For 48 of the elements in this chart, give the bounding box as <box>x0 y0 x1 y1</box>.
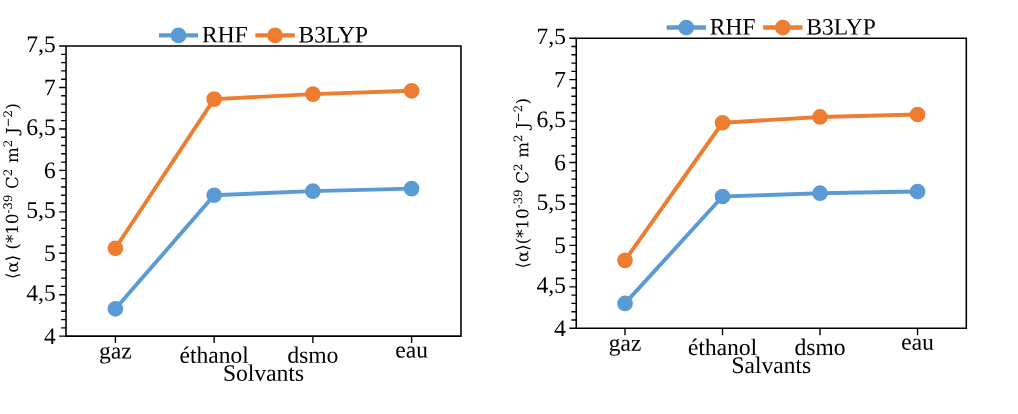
point <box>714 115 731 131</box>
y-tick-label: 5 <box>555 237 566 254</box>
point <box>909 106 926 123</box>
x-tick-label: dsmo <box>288 346 338 364</box>
x-axis-title: Solvants <box>224 364 304 382</box>
y-tick-label: 6,5 <box>27 119 55 139</box>
x-tick-label: gaz <box>100 346 132 364</box>
text: ⟨α⟩ (*10$^{-39}$ C$^{2}$ m$^{2}$ J$^{−2}$) <box>3 104 22 278</box>
y-tick-label: 7,5 <box>27 36 55 56</box>
y-tick-label: 4 <box>44 328 56 345</box>
legend-label: RHF <box>710 19 755 35</box>
point <box>403 180 420 197</box>
y-tick-label: 4 <box>554 320 566 337</box>
x-tick-label: éthanol <box>688 338 757 356</box>
point <box>206 91 222 108</box>
y-tick-label: 6 <box>44 162 55 179</box>
x-tick-label: eau <box>902 338 934 351</box>
legend-label: B3LYP <box>806 19 875 36</box>
y-tick-label: 5,5 <box>537 194 566 214</box>
point <box>617 252 633 269</box>
point <box>617 295 633 312</box>
point <box>812 185 828 202</box>
point <box>206 187 222 204</box>
point <box>107 240 124 257</box>
y-tick-label: 5,5 <box>27 202 55 222</box>
y-tick-label: 6 <box>555 154 566 171</box>
x-tick-label: dsmo <box>795 338 845 356</box>
y-tick-label: 6,5 <box>537 111 566 131</box>
y-tick-label: 7 <box>555 72 566 88</box>
legend-label: B3LYP <box>299 27 368 43</box>
x-axis-title: Salvants <box>733 356 811 374</box>
point <box>403 83 420 99</box>
legend-label: RHF <box>202 27 247 43</box>
x-tick-label: eau <box>396 346 428 358</box>
point <box>714 188 731 205</box>
point <box>107 301 124 317</box>
y-tick-label: 5 <box>45 245 55 262</box>
point <box>305 183 321 200</box>
text: ⟨α⟩(*10$^{-39}$ C$^{2}$ m$^{2}$ J$^{−2}$) <box>513 99 532 268</box>
y-tick-label: 7 <box>45 80 56 96</box>
point <box>812 109 828 126</box>
x-tick-label: éthanol <box>180 346 249 364</box>
point <box>305 86 321 103</box>
point <box>909 183 926 200</box>
y-tick-label: 7,5 <box>538 28 566 48</box>
y-tick-label: 4,5 <box>26 285 55 305</box>
y-tick-label: 4,5 <box>537 277 566 297</box>
x-tick-label: gaz <box>609 338 641 356</box>
